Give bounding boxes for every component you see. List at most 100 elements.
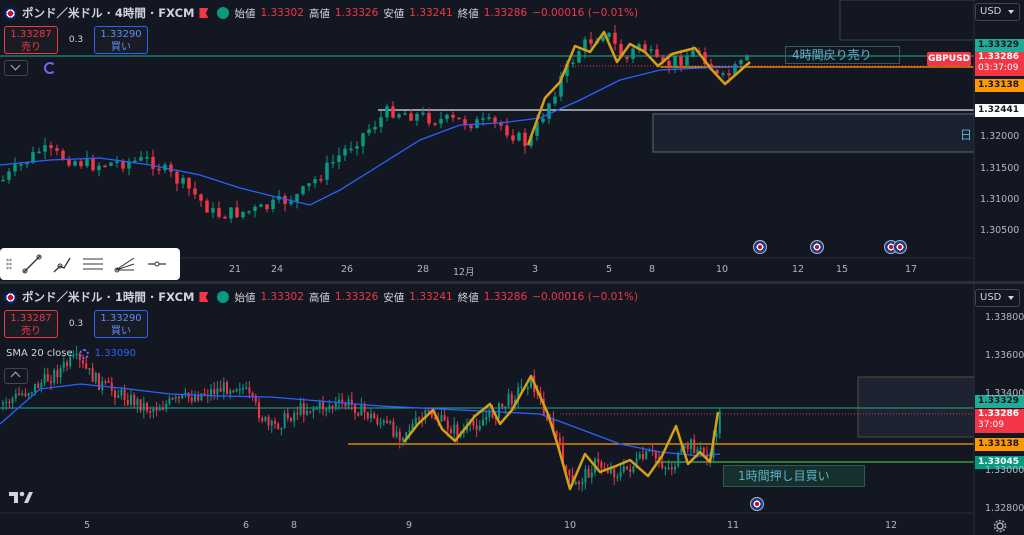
candle-body (696, 449, 699, 454)
candle-body (296, 413, 299, 415)
candle-body (133, 394, 136, 406)
low-value: 1.33241 (409, 291, 453, 303)
event-us-icon[interactable] (893, 240, 907, 254)
open-label: 始値 (234, 7, 256, 20)
candle-body (229, 390, 232, 395)
candle-body (541, 118, 545, 122)
x-tick: 24 (271, 264, 284, 275)
fib-retracement-icon[interactable] (114, 254, 136, 274)
candle-body (238, 388, 241, 391)
candle-body (568, 469, 571, 476)
candle-body (600, 461, 603, 469)
candle-body (433, 123, 437, 126)
expand-indicators-button[interactable] (4, 368, 28, 384)
candle-body (136, 399, 139, 406)
candle-body (331, 406, 334, 408)
candle-body (488, 409, 491, 418)
open-value: 1.33302 (260, 291, 304, 303)
event-uk-icon[interactable] (810, 240, 824, 254)
candle-body (158, 408, 161, 411)
zone-box (839, 0, 975, 41)
indicator-legend[interactable]: SMA 20 close 1.33090 (6, 348, 136, 359)
close-value: 1.33286 (483, 7, 528, 19)
candle-body (642, 454, 644, 459)
annotation-4h-sell[interactable]: 4時間戻り売り (785, 46, 900, 64)
candle-body (552, 418, 555, 432)
legend-4h: ポンド／米ドル · 4時間 · FXCM 始値 1.33302 高値 1.33326… (4, 4, 638, 22)
candle-body (123, 389, 126, 400)
candle-body (306, 410, 308, 415)
settings-gear-icon[interactable] (993, 519, 1007, 533)
indicator-value: 1.33090 (94, 348, 137, 359)
candle-body (360, 404, 363, 416)
chart-pane-4h[interactable]: ポンド／米ドル · 4時間 · FXCM 始値 1.33302 高値 1.33326… (0, 0, 1024, 282)
candle-body (235, 207, 239, 218)
candle-body (430, 411, 433, 418)
candle-body (379, 117, 383, 127)
candle-body (235, 389, 238, 392)
buy-button[interactable]: 1.33290 買い (94, 310, 148, 338)
candle-body (382, 420, 385, 423)
candle-body (286, 413, 289, 419)
candle-body (254, 395, 257, 403)
chart-pane-1h[interactable]: ポンド／米ドル · 1時間 · FXCM 始値 1.33302 高値 1.33326… (0, 284, 1024, 535)
candle-body (267, 416, 270, 426)
candle-body (405, 432, 408, 438)
currency-select[interactable]: USD (975, 289, 1020, 307)
candle-body (67, 159, 71, 166)
candle-body (727, 73, 731, 76)
candle-body (155, 408, 158, 411)
candle-body (690, 439, 692, 450)
x-tick: 12 (885, 520, 898, 531)
trendline-icon[interactable] (22, 254, 42, 274)
annotation-1h-buy[interactable]: 1時間押し目買い (723, 465, 865, 487)
y-tick: 1.33400 (985, 388, 1024, 399)
candle-body (43, 145, 47, 152)
sell-button[interactable]: 1.33287 売り (4, 26, 58, 54)
candle-body (584, 468, 587, 483)
candle-body (581, 482, 584, 484)
event-us-icon[interactable] (753, 240, 767, 254)
y-tick: 1.31500 (980, 163, 1020, 174)
collapse-legend-button[interactable] (4, 60, 28, 76)
candle-body (216, 388, 219, 394)
candle-body (217, 208, 221, 217)
currency-select[interactable]: USD (975, 3, 1020, 21)
candle-body (367, 129, 371, 134)
candle-body (683, 445, 686, 449)
red-flag-icon[interactable] (199, 292, 209, 302)
parallel-channel-icon[interactable] (82, 254, 104, 274)
candle-body (73, 161, 77, 166)
candle-body (450, 429, 452, 434)
candle-body (229, 207, 233, 219)
candle-body (265, 204, 269, 210)
candle-body (175, 171, 179, 184)
candle-body (523, 132, 527, 146)
candle-body (59, 368, 62, 378)
candle-body (62, 362, 65, 369)
candle-body (270, 420, 273, 426)
pane-divider[interactable] (0, 281, 1024, 285)
drag-handle-icon[interactable] (6, 258, 12, 270)
candle-body (264, 416, 267, 421)
candle-body (391, 106, 395, 118)
candle-body (472, 420, 475, 426)
x-tick: 3 (532, 264, 539, 275)
zone-box (857, 376, 975, 438)
refresh-icon[interactable] (44, 62, 56, 74)
red-flag-icon[interactable] (199, 8, 209, 18)
symbol-title[interactable]: ポンド／米ドル · 4時間 · FXCM (22, 6, 195, 20)
sell-button[interactable]: 1.33287 売り (4, 310, 58, 338)
candle-body (427, 410, 430, 412)
horizontal-line-icon[interactable] (146, 254, 168, 274)
symbol-title[interactable]: ポンド／米ドル · 1時間 · FXCM (22, 290, 195, 304)
buy-button[interactable]: 1.33290 買い (94, 26, 148, 54)
ray-icon[interactable] (52, 254, 72, 274)
candle-body (200, 393, 203, 401)
event-us-icon[interactable] (750, 497, 764, 511)
y-tick: 1.33000 (985, 465, 1024, 476)
zone-box (652, 113, 975, 153)
candle-body (370, 413, 372, 419)
candle-body (498, 403, 500, 419)
candle-body (402, 437, 404, 441)
